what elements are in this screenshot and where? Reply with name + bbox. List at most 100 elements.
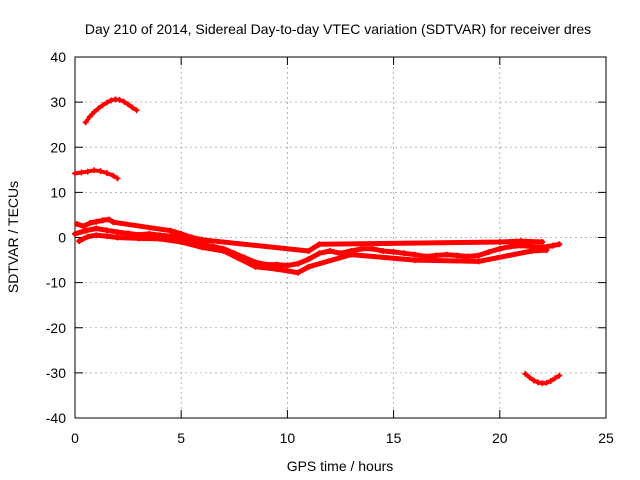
data-point-upper-arc bbox=[82, 119, 89, 126]
data-point-main-band bbox=[326, 248, 333, 255]
data-point-upper-arc bbox=[120, 98, 127, 105]
data-point-lower-spread bbox=[348, 251, 355, 258]
data-point-upper-spread bbox=[74, 220, 81, 227]
data-point-main-band bbox=[496, 245, 503, 252]
data-point-upper-spread bbox=[105, 216, 112, 223]
data-point-main-band bbox=[146, 230, 153, 237]
x-axis-label: GPS time / hours bbox=[287, 458, 394, 474]
data-point-upper-spread bbox=[199, 236, 206, 243]
x-tick-label: 5 bbox=[177, 430, 185, 446]
data-point-lower-spread bbox=[543, 247, 550, 254]
data-point-lower-arc bbox=[535, 379, 542, 386]
data-point-lower-spread bbox=[273, 266, 280, 273]
data-point-upper-spread bbox=[167, 227, 174, 234]
data-point-main-band bbox=[401, 250, 408, 257]
data-point-short-arc bbox=[114, 175, 121, 182]
data-point-upper-arc bbox=[86, 113, 93, 120]
series-trace-upper-spread bbox=[74, 216, 545, 254]
data-point-lower-spread bbox=[135, 235, 142, 242]
data-point-lower-arc bbox=[530, 377, 537, 384]
chart-title: Day 210 of 2014, Sidereal Day-to-day VTE… bbox=[85, 21, 591, 37]
data-points bbox=[72, 96, 563, 387]
data-point-upper-arc bbox=[116, 96, 123, 103]
data-point-main-band bbox=[411, 251, 418, 258]
data-point-upper-spread bbox=[80, 223, 87, 230]
data-point-upper-spread bbox=[86, 220, 93, 227]
data-point-lower-spread bbox=[475, 258, 482, 265]
y-tick-label: -10 bbox=[46, 275, 66, 291]
data-point-lower-spread bbox=[114, 234, 121, 241]
data-point-short-arc bbox=[103, 169, 110, 176]
y-tick-label: 20 bbox=[50, 139, 66, 155]
axis-ticks: -40 -30 -20 -10 0 10 20 30 40 0 5 10 15 20 25 bbox=[46, 49, 614, 446]
y-tick-label: 30 bbox=[50, 94, 66, 110]
data-point-lower-spread bbox=[93, 232, 100, 239]
data-point-lower-arc bbox=[547, 377, 554, 384]
data-point-lower-spread bbox=[411, 257, 418, 264]
data-point-lower-spread bbox=[103, 233, 110, 240]
data-point-lower-spread bbox=[76, 238, 83, 245]
data-point-short-arc bbox=[84, 168, 91, 175]
data-point-upper-spread bbox=[99, 217, 106, 224]
data-point-main-band bbox=[93, 225, 100, 232]
data-point-lower-spread bbox=[178, 239, 185, 246]
x-tick-label: 25 bbox=[598, 430, 614, 446]
grid-lines bbox=[75, 57, 606, 418]
data-point-main-band bbox=[125, 230, 132, 237]
y-tick-label: -20 bbox=[46, 320, 66, 336]
data-point-upper-arc bbox=[99, 102, 106, 109]
data-point-main-band bbox=[284, 262, 291, 269]
data-point-upper-arc bbox=[108, 97, 115, 104]
data-point-short-arc bbox=[72, 170, 78, 177]
data-point-lower-spread bbox=[295, 269, 302, 276]
data-point-upper-spread bbox=[539, 239, 546, 246]
data-point-upper-arc bbox=[103, 99, 110, 106]
data-point-upper-arc bbox=[129, 104, 136, 111]
x-tick-label: 15 bbox=[386, 430, 402, 446]
data-point-short-arc bbox=[78, 169, 85, 176]
x-tick-label: 0 bbox=[71, 430, 79, 446]
data-point-lower-spread bbox=[305, 263, 312, 270]
data-point-upper-arc bbox=[95, 105, 102, 112]
data-point-lower-spread bbox=[252, 263, 259, 270]
y-tick-label: -40 bbox=[46, 410, 66, 426]
data-point-lower-arc bbox=[556, 372, 563, 379]
data-point-upper-arc bbox=[91, 109, 98, 116]
x-tick-label: 10 bbox=[280, 430, 296, 446]
y-tick-label: 10 bbox=[50, 184, 66, 200]
data-point-main-band bbox=[72, 230, 78, 237]
data-point-lower-spread bbox=[528, 248, 535, 255]
data-point-upper-spread bbox=[316, 241, 323, 248]
y-tick-label: 40 bbox=[50, 49, 66, 65]
data-point-upper-spread bbox=[188, 234, 195, 241]
data-point-lower-spread bbox=[84, 233, 91, 240]
y-axis-label: SDTVAR / TECUs bbox=[5, 181, 21, 293]
data-point-main-band bbox=[556, 241, 563, 248]
y-tick-label: -30 bbox=[46, 365, 66, 381]
data-point-lower-spread bbox=[220, 248, 227, 255]
data-point-main-band bbox=[82, 227, 89, 234]
data-point-main-band bbox=[475, 252, 482, 259]
data-point-lower-arc bbox=[522, 370, 529, 377]
data-point-main-band bbox=[507, 243, 514, 250]
data-point-lower-spread bbox=[156, 235, 163, 242]
data-point-main-band bbox=[454, 252, 461, 259]
data-point-main-band bbox=[379, 248, 386, 255]
data-point-short-arc bbox=[110, 172, 117, 179]
y-tick-label: 0 bbox=[58, 230, 66, 246]
data-point-upper-spread bbox=[178, 230, 185, 237]
data-point-upper-spread bbox=[93, 218, 100, 225]
data-point-main-band bbox=[390, 248, 397, 255]
data-point-main-band bbox=[486, 248, 493, 255]
data-point-main-band bbox=[358, 245, 365, 252]
data-point-main-band bbox=[549, 242, 556, 249]
data-point-main-band bbox=[114, 229, 121, 236]
data-point-main-band bbox=[305, 256, 312, 263]
data-point-upper-spread bbox=[518, 238, 525, 245]
data-point-main-band bbox=[464, 253, 471, 260]
x-tick-label: 20 bbox=[492, 430, 508, 446]
data-point-upper-arc bbox=[125, 101, 132, 108]
data-point-short-arc bbox=[91, 167, 98, 174]
